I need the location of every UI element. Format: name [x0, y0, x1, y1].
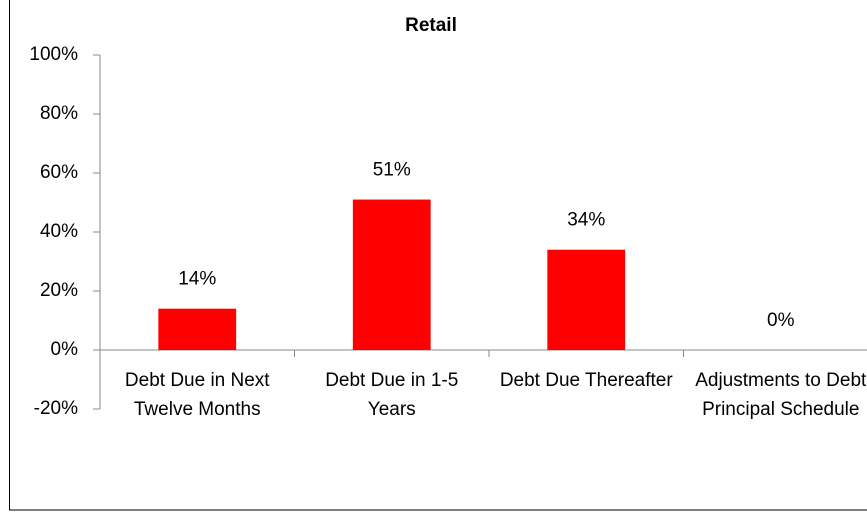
y-tick-label: 60% — [40, 162, 78, 183]
data-label: 14% — [178, 269, 216, 290]
x-tick-label: Debt Due Thereafter — [499, 370, 673, 391]
x-tick-label: Adjustments to Debt Principal Schedule — [695, 370, 867, 420]
bar — [158, 308, 237, 350]
x-tick-label: Debt Due in 1-5 Years — [325, 370, 459, 420]
x-tick-label: Debt Due in Next Twelve Months — [124, 370, 270, 420]
y-tick-label: 20% — [40, 280, 78, 301]
y-tick-label: 80% — [40, 103, 78, 124]
y-tick-label: -20% — [34, 398, 78, 419]
bar — [352, 199, 431, 350]
data-label: 0% — [767, 310, 795, 331]
data-label: 51% — [373, 160, 411, 181]
data-label: 34% — [567, 210, 605, 231]
y-tick-label: 100% — [29, 44, 78, 65]
chart-border — [9, 0, 867, 511]
y-tick-label: 40% — [40, 221, 78, 242]
y-tick-label: 0% — [51, 339, 79, 360]
bar — [547, 249, 626, 350]
chart-title: Retail — [405, 15, 457, 36]
